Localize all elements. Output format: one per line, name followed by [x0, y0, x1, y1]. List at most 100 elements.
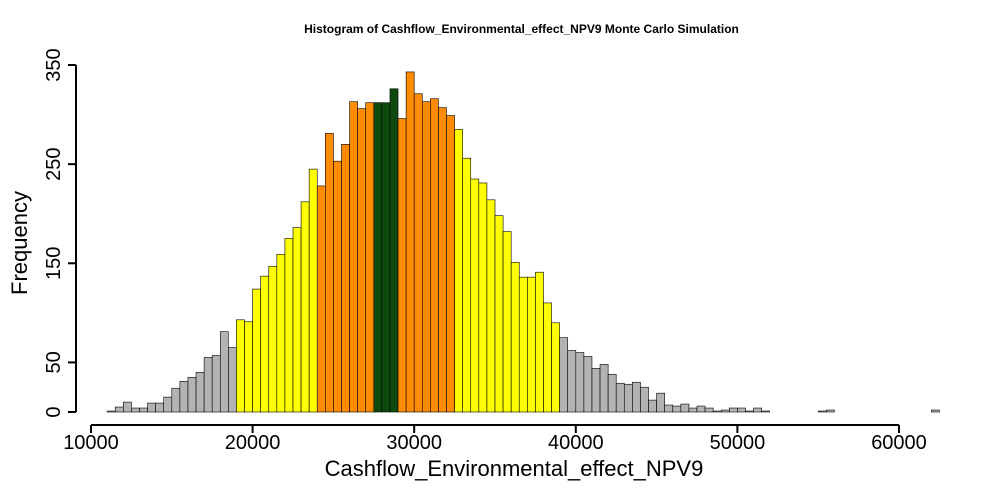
histogram-bar — [316, 185, 326, 413]
histogram-bar — [139, 407, 148, 413]
x-tick-label: 40000 — [548, 432, 604, 454]
histogram-bar — [365, 102, 375, 413]
histogram-bar — [123, 401, 132, 413]
histogram-bar — [284, 238, 294, 413]
histogram-bar — [268, 265, 278, 413]
histogram-bar — [381, 102, 391, 413]
histogram-bar — [510, 261, 520, 413]
histogram-bar — [195, 372, 205, 413]
histogram-bar — [664, 404, 674, 413]
x-axis-label: Cashflow_Environmental_effect_NPV9 — [324, 456, 704, 481]
histogram-bar — [187, 376, 197, 413]
x-tick-label: 30000 — [386, 432, 442, 454]
histogram-bar — [211, 355, 221, 413]
histogram-bar — [518, 276, 528, 413]
histogram-bar — [656, 392, 665, 413]
histogram-bar — [179, 380, 189, 413]
histogram-bar — [413, 93, 423, 413]
histogram-bar — [349, 101, 358, 413]
histogram-bar — [729, 407, 738, 413]
x-tick-label: 20000 — [225, 432, 281, 454]
histogram-bar — [745, 410, 754, 413]
histogram-bar — [357, 108, 367, 413]
histogram-bar — [704, 407, 714, 413]
histogram-bar — [438, 107, 447, 413]
histogram-bar — [203, 357, 213, 413]
histogram-bar — [430, 98, 439, 413]
histogram-bar — [244, 321, 253, 413]
histogram-bar — [228, 347, 237, 413]
histogram-bar — [817, 410, 827, 413]
histogram-bar — [373, 102, 383, 413]
histogram-bar — [527, 276, 536, 413]
histogram-bar — [761, 410, 771, 413]
histogram-bar — [478, 182, 488, 413]
histogram-bar — [421, 101, 431, 413]
histogram-bar — [615, 382, 625, 413]
y-tick-label: 350 — [43, 48, 65, 81]
histogram-bar — [825, 409, 835, 413]
histogram-bar — [454, 129, 463, 413]
histogram-bars — [106, 71, 940, 413]
histogram-bar — [462, 157, 472, 413]
histogram-bar — [219, 331, 229, 413]
histogram-bar — [252, 288, 261, 413]
histogram-bar — [300, 201, 310, 413]
histogram-bar — [535, 271, 544, 413]
histogram-bar — [591, 368, 601, 413]
histogram-bar — [446, 115, 455, 413]
x-tick-label: 60000 — [871, 432, 927, 454]
histogram-bar — [397, 118, 407, 413]
histogram-bar — [131, 407, 140, 413]
histogram-bar — [720, 409, 730, 413]
histogram-bar — [308, 168, 318, 413]
y-axis: 0 50 150 250 350 — [43, 48, 77, 418]
y-tick-label: 50 — [43, 351, 65, 373]
histogram-bar — [325, 133, 334, 413]
histogram-bar — [753, 407, 762, 413]
x-tick-label: 10000 — [63, 432, 119, 454]
histogram-bar — [155, 402, 165, 413]
histogram-bar — [680, 403, 690, 413]
histogram-bar — [171, 387, 181, 413]
histogram-bar — [543, 302, 552, 413]
histogram-bar — [389, 88, 399, 413]
histogram-bar — [114, 406, 124, 413]
y-tick-label: 0 — [43, 406, 65, 417]
histogram-bar — [575, 352, 585, 413]
histogram-bar — [333, 160, 342, 413]
histogram-bar — [260, 275, 270, 413]
histogram-bar — [551, 322, 560, 413]
histogram-bar — [607, 374, 617, 413]
histogram-bar — [737, 407, 746, 413]
histogram-bar — [583, 356, 593, 413]
histogram-bar — [502, 231, 512, 413]
histogram-bar — [648, 399, 657, 413]
histogram-bar — [470, 178, 480, 413]
histogram-bar — [292, 227, 302, 413]
histogram-bar — [147, 402, 156, 413]
histogram-bar — [486, 199, 496, 413]
histogram-bar — [712, 410, 722, 413]
chart-title: Histogram of Cashflow_Environmental_effe… — [304, 22, 739, 36]
histogram-bar — [494, 215, 504, 413]
histogram-bar — [567, 350, 577, 413]
histogram-bar — [341, 144, 350, 413]
histogram-bar — [405, 71, 415, 413]
histogram-bar — [696, 405, 706, 413]
y-tick-label: 150 — [43, 247, 65, 280]
x-axis: 10000 20000 30000 40000 50000 60000 — [63, 424, 927, 454]
histogram-bar — [599, 364, 609, 413]
histogram-bar — [672, 405, 682, 413]
histogram-bar — [163, 396, 173, 413]
x-tick-label: 50000 — [710, 432, 766, 454]
histogram-bar — [236, 319, 245, 413]
histogram-bar — [931, 409, 940, 413]
histogram-bar — [559, 337, 569, 413]
histogram-bar — [640, 386, 649, 413]
histogram-bar — [276, 254, 286, 413]
histogram-bar — [632, 381, 641, 413]
histogram-bar — [623, 383, 633, 413]
histogram-bar — [688, 407, 698, 413]
